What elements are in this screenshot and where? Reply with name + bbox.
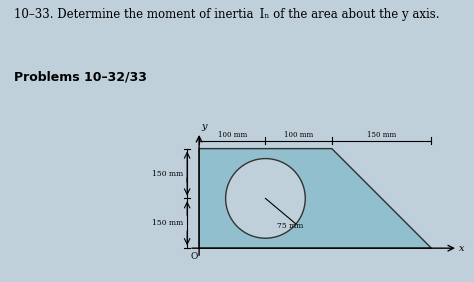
Polygon shape bbox=[199, 149, 431, 248]
Text: Problems 10–32/33: Problems 10–32/33 bbox=[14, 70, 147, 83]
Text: 10–33. Determine the moment of inertia  Iₙ of the area about the y axis.: 10–33. Determine the moment of inertia I… bbox=[14, 8, 440, 21]
Text: 100 mm: 100 mm bbox=[284, 131, 313, 139]
Text: 150 mm: 150 mm bbox=[367, 131, 396, 139]
Text: O: O bbox=[190, 252, 198, 261]
Text: 100 mm: 100 mm bbox=[218, 131, 247, 139]
Circle shape bbox=[226, 158, 305, 238]
Text: x: x bbox=[459, 244, 465, 253]
Text: y: y bbox=[201, 122, 207, 131]
Text: 75 mm: 75 mm bbox=[277, 222, 304, 230]
Text: 150 mm: 150 mm bbox=[152, 170, 183, 178]
Text: 150 mm: 150 mm bbox=[152, 219, 183, 227]
